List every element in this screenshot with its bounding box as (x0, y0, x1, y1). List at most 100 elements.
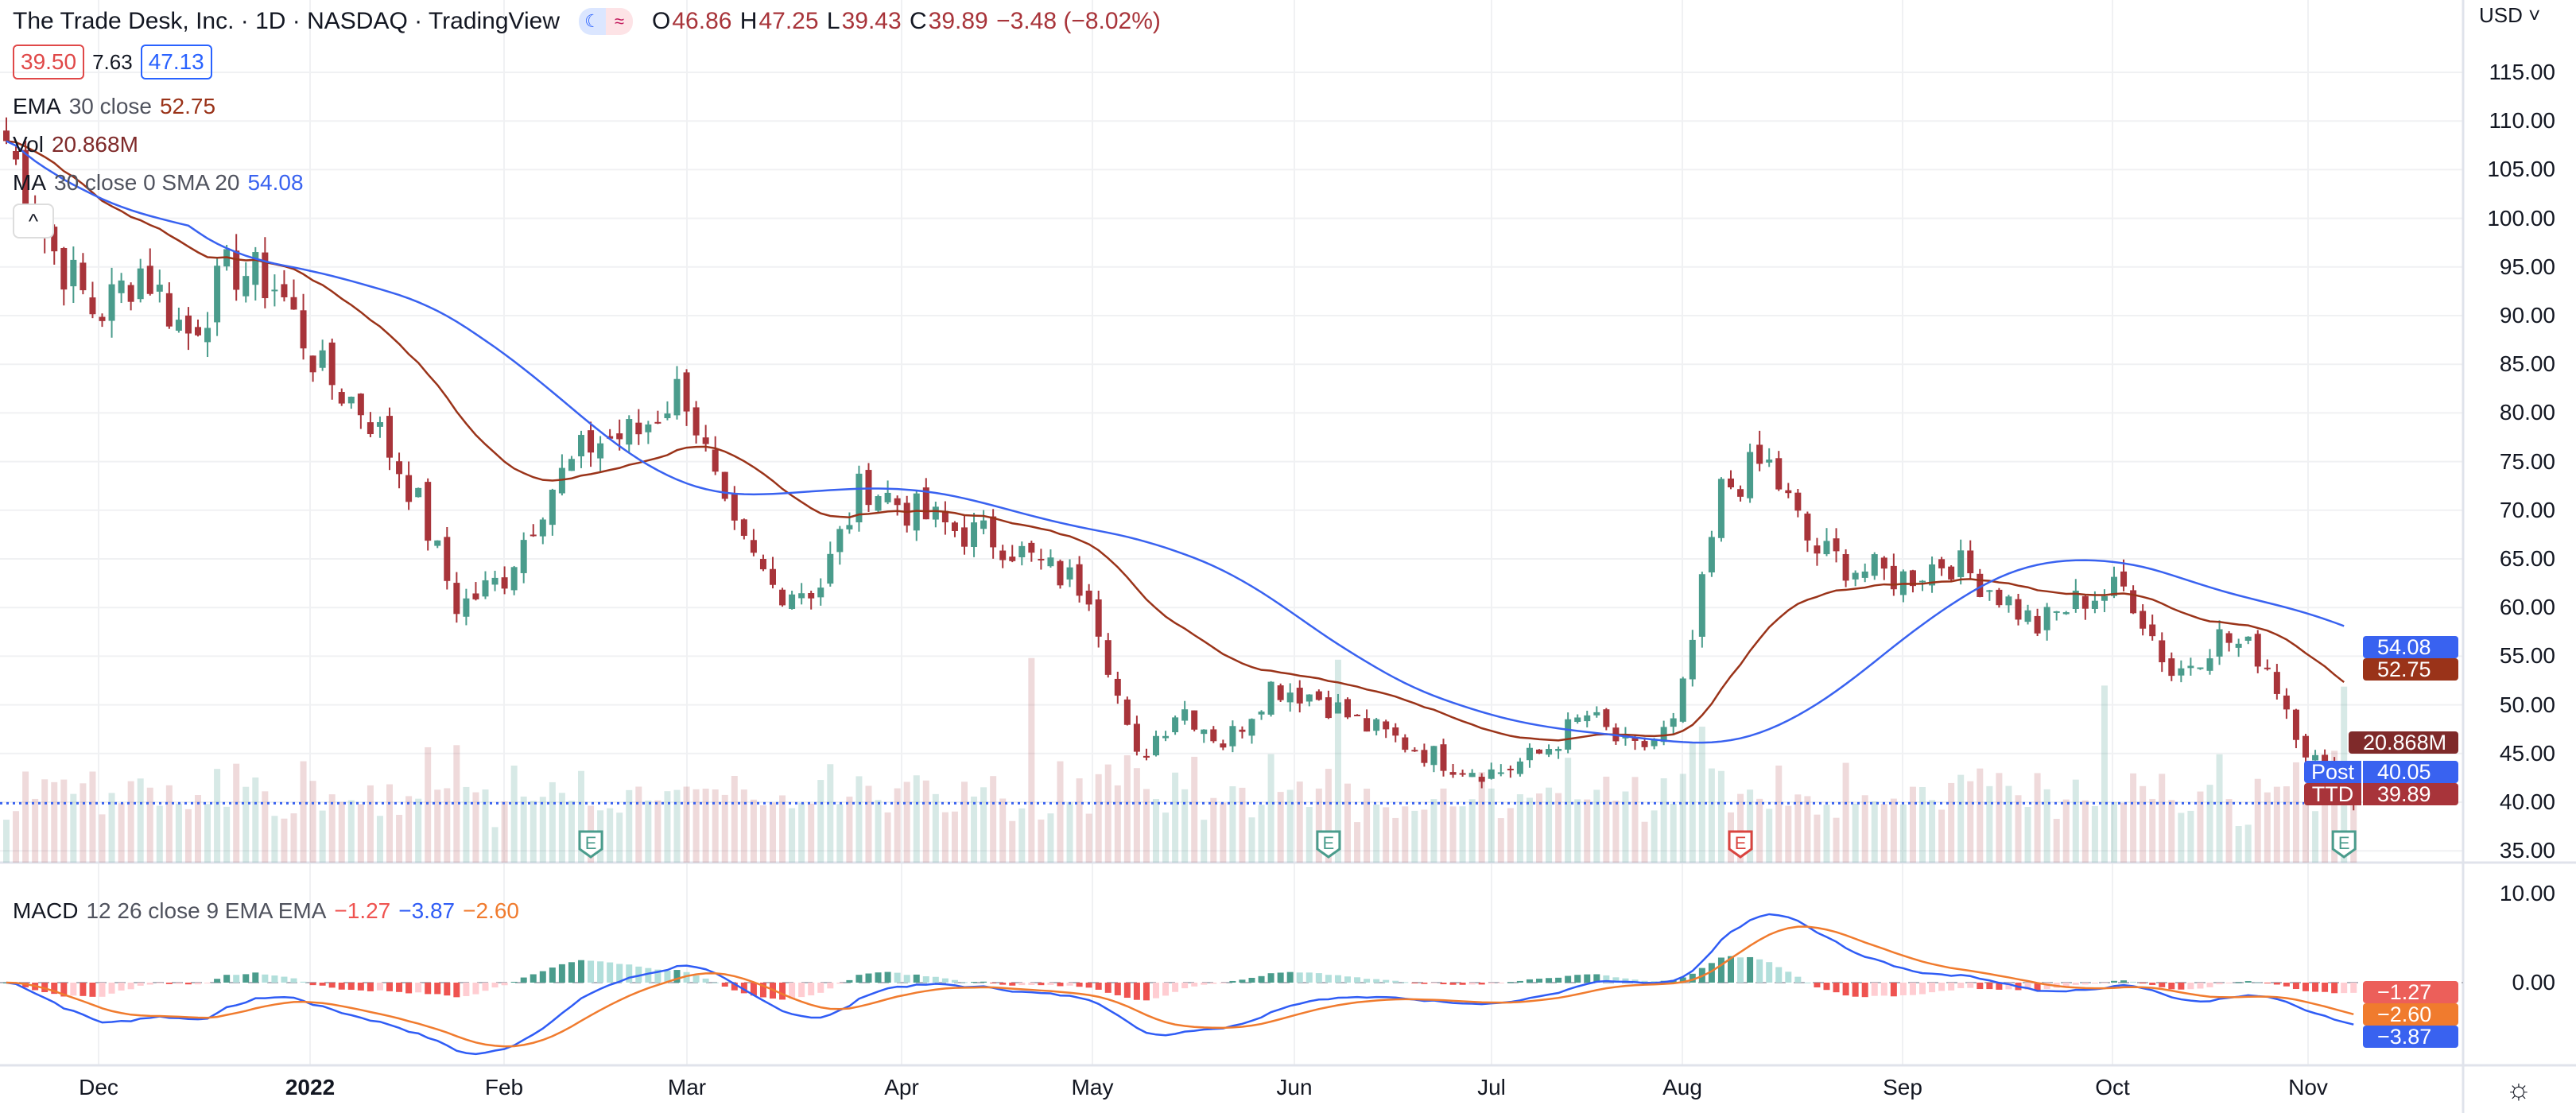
candle-body (1679, 678, 1686, 722)
ma-legend[interactable]: MA 30 close 0 SMA 20 54.08 (13, 170, 304, 195)
volume-bar (472, 792, 479, 863)
macd-histogram-bar (645, 968, 652, 983)
candle-body (2312, 754, 2319, 761)
currency-selector[interactable]: USD ˅ (2479, 3, 2541, 27)
candle-body (740, 519, 747, 537)
candle-body (2264, 667, 2271, 669)
volume-bar (1468, 799, 1476, 863)
candle-body (1603, 709, 1610, 727)
ma-price-badge: 54.08 (2363, 635, 2458, 659)
ema-legend[interactable]: EMA 30 close 52.75 (13, 94, 216, 118)
candle-body (683, 372, 690, 412)
candle-body (1449, 772, 1457, 775)
macd-histogram-bar (2292, 983, 2299, 990)
candle-body (1536, 749, 1542, 754)
candle-body (549, 489, 556, 525)
candle-body (60, 248, 68, 290)
candle-body (1631, 737, 1639, 741)
candle-body (175, 320, 182, 331)
volume-bar (1546, 787, 1553, 863)
volume-bar (539, 797, 546, 863)
macd-histogram-bar (2159, 983, 2166, 987)
candle-body (328, 342, 336, 386)
candle-body (1430, 746, 1437, 766)
volume-bar (1220, 802, 1227, 863)
volume-bar (2140, 785, 2147, 863)
candle-body (2062, 612, 2070, 615)
volume-bar (578, 770, 584, 863)
macd-histogram-bar (884, 971, 891, 983)
macd-histogram-bar (1373, 979, 1380, 983)
ohlc-values: O46.86 H47.25 L39.43 C39.89 −3.48 (−8.02… (652, 8, 1161, 34)
macd-histogram-bar (1766, 962, 1773, 983)
macd-histogram-bar (2005, 983, 2012, 990)
candle-body (1986, 590, 1993, 592)
candle-body (1967, 550, 1974, 574)
candle-body (1354, 714, 1361, 716)
vol-legend[interactable]: Vol 20.868M (13, 132, 138, 157)
volume-bar (2225, 799, 2233, 863)
candle-body (865, 470, 872, 506)
macd-histogram-bar (396, 983, 403, 992)
symbol-title[interactable]: The Trade Desk, Inc. · 1D · NASDAQ · Tra… (13, 8, 561, 34)
volume-bar (903, 781, 910, 863)
settings-gear-icon[interactable]: ☼ (2505, 1072, 2532, 1105)
macd-histogram-bar (1603, 975, 1610, 983)
candle-body (1593, 712, 1600, 716)
volume-bar (2322, 800, 2329, 863)
volume-bar (2111, 801, 2117, 863)
volume-bar (262, 791, 269, 863)
volume-bar (951, 811, 958, 863)
candle-body (214, 266, 221, 323)
volume-bar (1123, 755, 1131, 863)
candle-body (22, 149, 29, 210)
macd-histogram-bar (175, 983, 182, 984)
macd-histogram-bar (539, 971, 546, 983)
volume-bar (1593, 789, 1600, 863)
candle-body (2225, 633, 2233, 643)
sell-price-button[interactable]: 39.50 (13, 45, 85, 80)
volume-bar (1095, 774, 1102, 863)
volume-bar (1018, 808, 1026, 863)
macd-histogram-bar (1507, 982, 1514, 983)
collapse-legend-button[interactable]: ^ (13, 204, 54, 238)
macd-histogram-bar (1364, 979, 1371, 983)
volume-bar (300, 761, 307, 863)
macd-histogram-bar (1114, 983, 1121, 995)
ema-line (6, 140, 2345, 742)
volume-bar (1977, 768, 1984, 863)
candle-body (539, 519, 546, 537)
volume-bar (1057, 761, 1064, 863)
candle-body (1852, 572, 1859, 580)
candle-body (1526, 747, 1533, 761)
time-axis-label: 2022 (285, 1075, 336, 1099)
macd-histogram-bar (721, 983, 728, 987)
candle-body (1028, 542, 1035, 553)
volume-bar (1651, 810, 1658, 863)
candle-body (510, 567, 518, 591)
volume-bar (1756, 798, 1763, 863)
candle-body (607, 436, 614, 439)
volume-bar (1114, 785, 1121, 863)
macd-histogram-bar (980, 981, 987, 983)
market-status-pill[interactable]: ☾ ≈ (579, 8, 634, 35)
price-axis-label: 85.00 (2499, 351, 2555, 377)
macd-histogram-bar (386, 983, 393, 991)
candle-body (798, 593, 805, 599)
volume-bar (396, 814, 403, 863)
buy-price-button[interactable]: 47.13 (140, 45, 212, 80)
volume-bar (759, 805, 766, 863)
macd-histogram-bar (1085, 983, 1092, 988)
volume-bar (233, 763, 240, 863)
candle-body (789, 594, 796, 609)
candle-body (2005, 596, 2012, 606)
candle-body (1201, 729, 1208, 735)
volume-bar (1421, 809, 1428, 863)
macd-histogram-bar (1421, 983, 1428, 984)
macd-legend[interactable]: MACD 12 26 close 9 EMA EMA −1.27 −3.87 −2.60 (13, 898, 519, 923)
macd-histogram-bar (588, 960, 595, 983)
candle-body (347, 397, 355, 404)
time-axis-label: Sep (1883, 1075, 1922, 1099)
volume-bar (692, 789, 700, 863)
